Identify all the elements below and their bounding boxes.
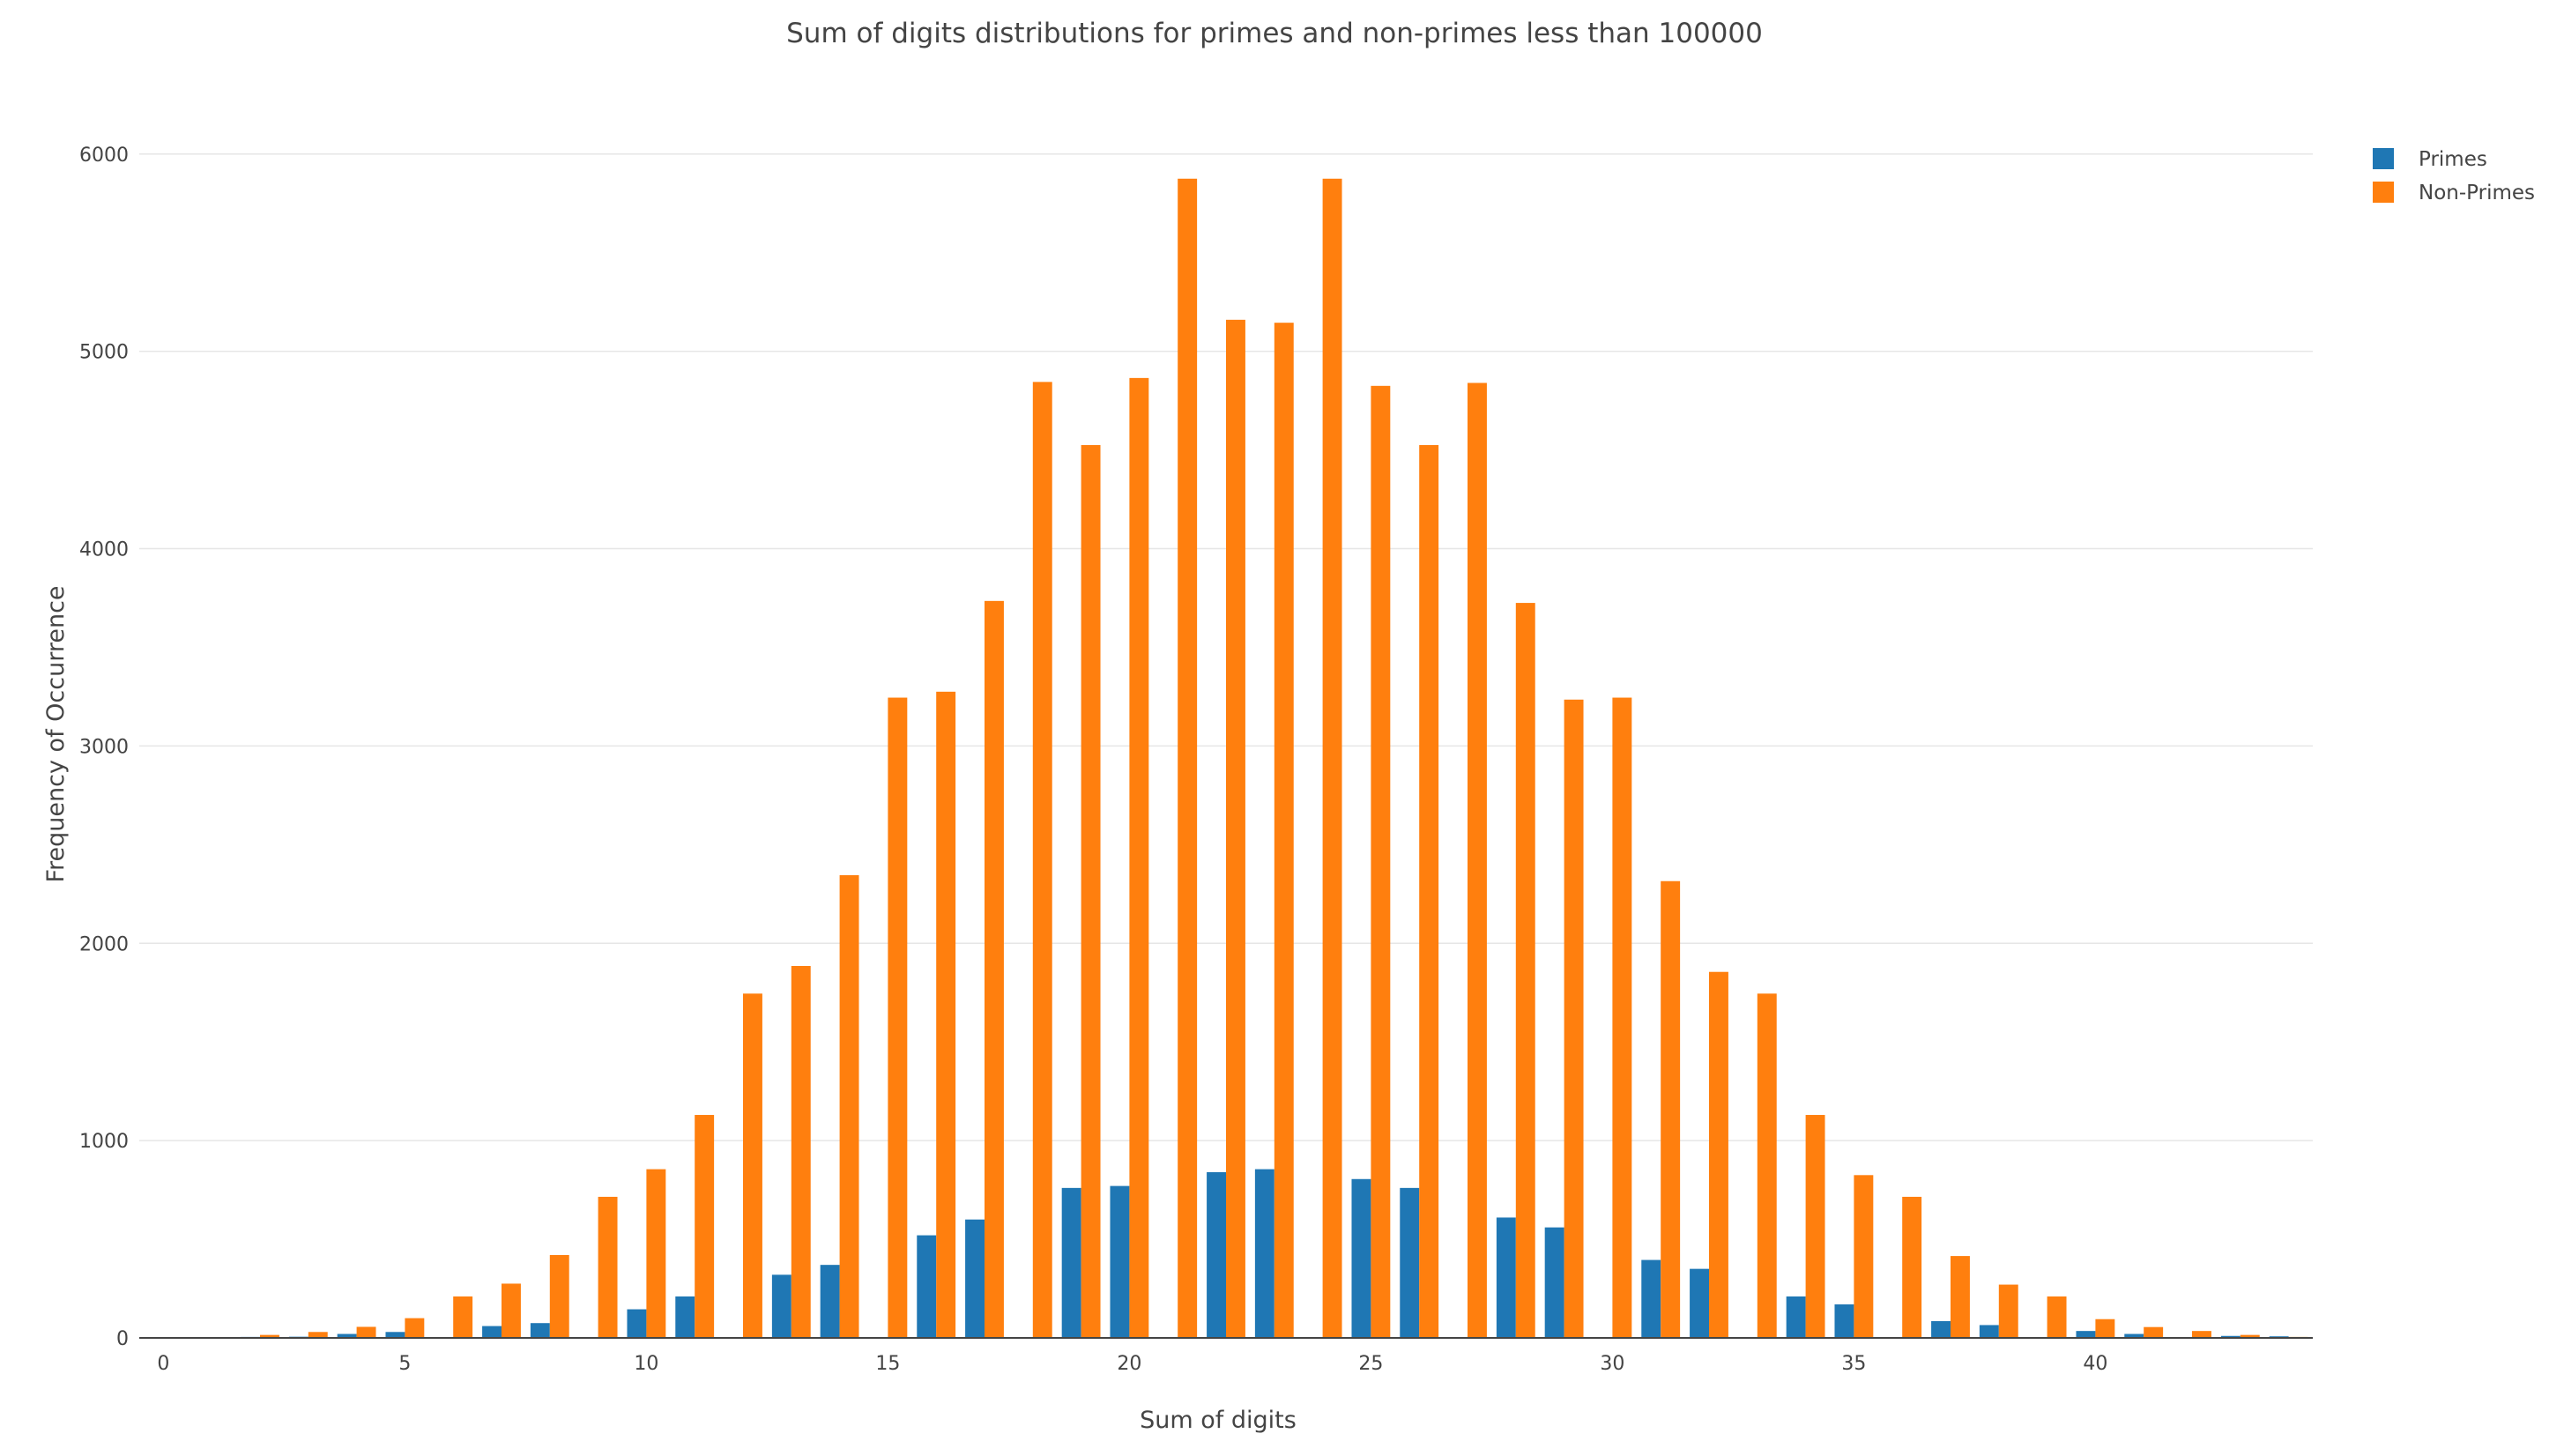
bar-non-primes-33[interactable] — [1757, 993, 1777, 1338]
bar-non-primes-27[interactable] — [1468, 383, 1487, 1339]
bar-non-primes-39[interactable] — [2047, 1296, 2067, 1338]
bar-non-primes-38[interactable] — [1998, 1284, 2018, 1338]
bar-non-primes-3[interactable] — [308, 1332, 328, 1338]
bar-primes-28[interactable] — [1496, 1217, 1516, 1338]
x-tick-label-5: 5 — [398, 1353, 411, 1375]
bar-primes-40[interactable] — [2076, 1331, 2096, 1338]
bar-primes-29[interactable] — [1544, 1227, 1564, 1338]
legend-swatch-non-primes[interactable] — [2373, 182, 2394, 203]
bar-primes-25[interactable] — [1351, 1178, 1371, 1338]
bar-non-primes-32[interactable] — [1709, 971, 1728, 1338]
chart-title: Sum of digits distributions for primes a… — [786, 18, 1763, 49]
bar-non-primes-18[interactable] — [1032, 382, 1052, 1339]
bar-non-primes-17[interactable] — [985, 600, 1004, 1338]
bar-primes-35[interactable] — [1834, 1304, 1854, 1338]
bar-non-primes-5[interactable] — [405, 1318, 425, 1338]
bar-primes-11[interactable] — [675, 1296, 695, 1338]
bar-non-primes-35[interactable] — [1854, 1175, 1874, 1338]
bar-non-primes-7[interactable] — [502, 1283, 521, 1338]
bar-non-primes-43[interactable] — [2240, 1334, 2260, 1338]
bar-non-primes-28[interactable] — [1515, 603, 1535, 1338]
bar-primes-38[interactable] — [1979, 1325, 1999, 1338]
bar-non-primes-19[interactable] — [1081, 444, 1101, 1339]
bar-non-primes-29[interactable] — [1564, 699, 1584, 1338]
bar-primes-20[interactable] — [1110, 1185, 1130, 1338]
bar-primes-13[interactable] — [771, 1274, 791, 1338]
x-tick-label-10: 10 — [634, 1353, 658, 1375]
bar-non-primes-12[interactable] — [743, 993, 762, 1338]
bar-primes-16[interactable] — [917, 1235, 937, 1338]
x-tick-label-20: 20 — [1117, 1353, 1141, 1375]
y-tick-label-1000: 1000 — [79, 1131, 129, 1153]
bar-non-primes-15[interactable] — [888, 697, 908, 1338]
bar-non-primes-14[interactable] — [839, 875, 859, 1338]
bar-primes-23[interactable] — [1254, 1169, 1274, 1338]
y-tick-label-0: 0 — [116, 1328, 129, 1350]
x-tick-label-40: 40 — [2083, 1353, 2107, 1375]
x-tick-label-35: 35 — [1841, 1353, 1866, 1375]
bar-primes-8[interactable] — [530, 1323, 550, 1338]
legend-label-primes[interactable]: Primes — [2419, 148, 2487, 171]
x-tick-label-0: 0 — [157, 1353, 169, 1375]
legend-label-non-primes[interactable]: Non-Primes — [2419, 182, 2535, 204]
y-tick-label-4000: 4000 — [79, 539, 129, 561]
bar-non-primes-37[interactable] — [1951, 1256, 1970, 1338]
bar-primes-14[interactable] — [820, 1265, 840, 1338]
bar-primes-32[interactable] — [1690, 1268, 1709, 1338]
x-tick-label-15: 15 — [875, 1353, 900, 1375]
bar-primes-5[interactable] — [385, 1332, 405, 1338]
axes: 0 1000 2000 3000 4000 5000 6000 0 5 10 15 20 25 30 35 4… — [79, 145, 2313, 1375]
y-tick-label-6000: 6000 — [79, 145, 129, 167]
bar-non-primes-23[interactable] — [1274, 323, 1294, 1339]
bar-primes-22[interactable] — [1207, 1171, 1226, 1338]
bar-non-primes-24[interactable] — [1322, 178, 1342, 1338]
bar-non-primes-34[interactable] — [1805, 1115, 1825, 1338]
x-axis-title: Sum of digits — [1140, 1407, 1297, 1434]
y-tick-label-5000: 5000 — [79, 342, 129, 364]
bar-non-primes-4[interactable] — [356, 1326, 376, 1338]
bar-non-primes-25[interactable] — [1371, 385, 1391, 1338]
bar-primes-4[interactable] — [337, 1333, 357, 1338]
x-tick-label-30: 30 — [1600, 1353, 1624, 1375]
bar-non-primes-41[interactable] — [2144, 1326, 2164, 1338]
bar-primes-10[interactable] — [627, 1309, 647, 1338]
bar-non-primes-21[interactable] — [1178, 178, 1198, 1338]
bar-non-primes-26[interactable] — [1419, 444, 1439, 1339]
bar-non-primes-9[interactable] — [598, 1196, 618, 1338]
bar-primes-17[interactable] — [965, 1219, 985, 1338]
bar-non-primes-31[interactable] — [1661, 880, 1681, 1338]
bar-primes-43[interactable] — [2220, 1335, 2241, 1338]
bar-non-primes-40[interactable] — [2095, 1319, 2115, 1338]
bar-non-primes-36[interactable] — [1902, 1196, 1922, 1338]
legend-swatch-primes[interactable] — [2373, 148, 2394, 169]
bar-primes-34[interactable] — [1786, 1296, 1806, 1338]
bar-primes-7[interactable] — [482, 1326, 502, 1338]
y-axis-title: Frequency of Occurrence — [42, 585, 70, 882]
bar-non-primes-6[interactable] — [453, 1296, 473, 1338]
bar-non-primes-11[interactable] — [695, 1115, 715, 1338]
bar-non-primes-22[interactable] — [1226, 319, 1245, 1339]
bar-primes-26[interactable] — [1400, 1187, 1420, 1338]
bar-primes-31[interactable] — [1641, 1259, 1661, 1338]
bar-non-primes-13[interactable] — [791, 966, 811, 1338]
bar-non-primes-30[interactable] — [1612, 697, 1632, 1338]
bar-non-primes-10[interactable] — [646, 1169, 666, 1338]
bar-non-primes-8[interactable] — [549, 1254, 569, 1338]
bar-non-primes-42[interactable] — [2192, 1331, 2211, 1338]
y-tick-label-2000: 2000 — [79, 933, 129, 955]
bar-primes-37[interactable] — [1931, 1320, 1951, 1338]
bar-non-primes-2[interactable] — [260, 1334, 279, 1338]
x-tick-label-25: 25 — [1358, 1353, 1383, 1375]
bar-non-primes-20[interactable] — [1129, 377, 1149, 1338]
legend[interactable]: Primes Non-Primes — [2373, 148, 2535, 204]
bar-primes-41[interactable] — [2124, 1333, 2144, 1338]
bars[interactable] — [192, 178, 2308, 1339]
bar-non-primes-16[interactable] — [936, 691, 956, 1338]
bar-primes-19[interactable] — [1061, 1187, 1081, 1338]
y-tick-label-3000: 3000 — [79, 736, 129, 758]
